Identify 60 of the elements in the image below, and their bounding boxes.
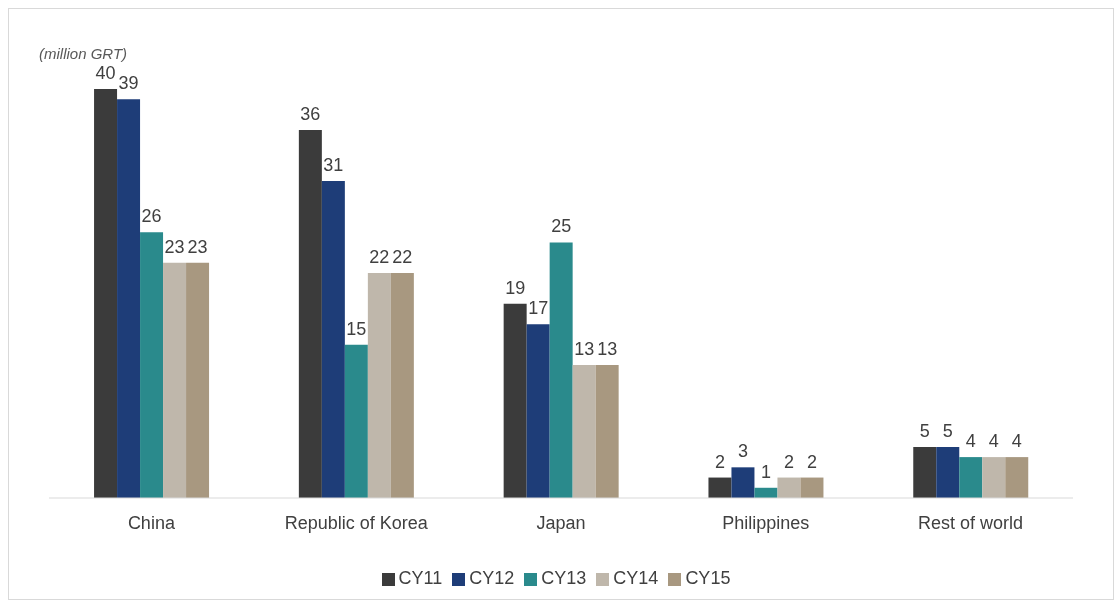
- bar: [321, 181, 345, 498]
- data-label: 25: [551, 216, 572, 237]
- legend-label: CY13: [541, 568, 587, 588]
- bar: [777, 477, 801, 498]
- data-label: 15: [346, 318, 367, 339]
- data-label: 2: [783, 451, 794, 472]
- y-axis-title: (million GRT): [39, 45, 128, 62]
- bar: [94, 89, 118, 498]
- bar: [731, 467, 755, 498]
- data-label: 2: [714, 451, 725, 472]
- bar: [344, 344, 368, 498]
- data-label: 36: [300, 103, 321, 124]
- bar: [503, 303, 527, 498]
- data-label: 3: [737, 441, 748, 462]
- data-label: 19: [505, 277, 526, 298]
- data-label: 2: [806, 451, 817, 472]
- bar: [982, 457, 1006, 498]
- data-label: 4: [1011, 431, 1022, 452]
- data-label: 23: [164, 236, 185, 257]
- data-label: 5: [919, 420, 930, 441]
- data-label: 4: [965, 431, 976, 452]
- bar: [367, 273, 391, 498]
- data-label: 40: [95, 63, 116, 83]
- bar: [572, 365, 596, 498]
- x-tick-label: China: [127, 512, 176, 533]
- data-label: 1: [760, 461, 771, 482]
- bar: [298, 129, 322, 498]
- data-label: 4: [988, 431, 999, 452]
- legend-label: CY14: [613, 568, 659, 588]
- bar: [959, 457, 983, 498]
- data-label: 26: [141, 206, 162, 227]
- bar: [390, 273, 414, 498]
- bar: [708, 477, 732, 498]
- x-tick-label: Japan: [536, 512, 586, 533]
- data-label: 13: [574, 339, 595, 360]
- bar: [936, 446, 960, 498]
- bar: [526, 324, 550, 498]
- bar: [913, 446, 937, 498]
- data-label: 17: [528, 298, 549, 319]
- data-label: 5: [942, 420, 953, 441]
- data-label: 31: [323, 155, 344, 176]
- x-tick-label: Rest of world: [918, 512, 1024, 533]
- data-label: 22: [369, 247, 390, 268]
- bar: [117, 99, 141, 498]
- bar: [595, 365, 619, 498]
- data-label: 23: [187, 236, 208, 257]
- bar: [163, 262, 187, 498]
- legend-label: CY11: [398, 568, 443, 588]
- x-tick-label: Philippines: [722, 512, 810, 533]
- bar: [140, 232, 164, 498]
- bar: [1005, 457, 1029, 498]
- data-label: 22: [392, 247, 413, 268]
- x-tick-label: Republic of Korea: [284, 512, 429, 533]
- legend-label: CY12: [469, 568, 515, 588]
- bar: [186, 262, 210, 498]
- bar: [549, 242, 573, 498]
- bar: [800, 477, 824, 498]
- data-label: 13: [597, 339, 618, 360]
- legend-label: CY15: [685, 568, 731, 588]
- data-label: 39: [118, 73, 139, 94]
